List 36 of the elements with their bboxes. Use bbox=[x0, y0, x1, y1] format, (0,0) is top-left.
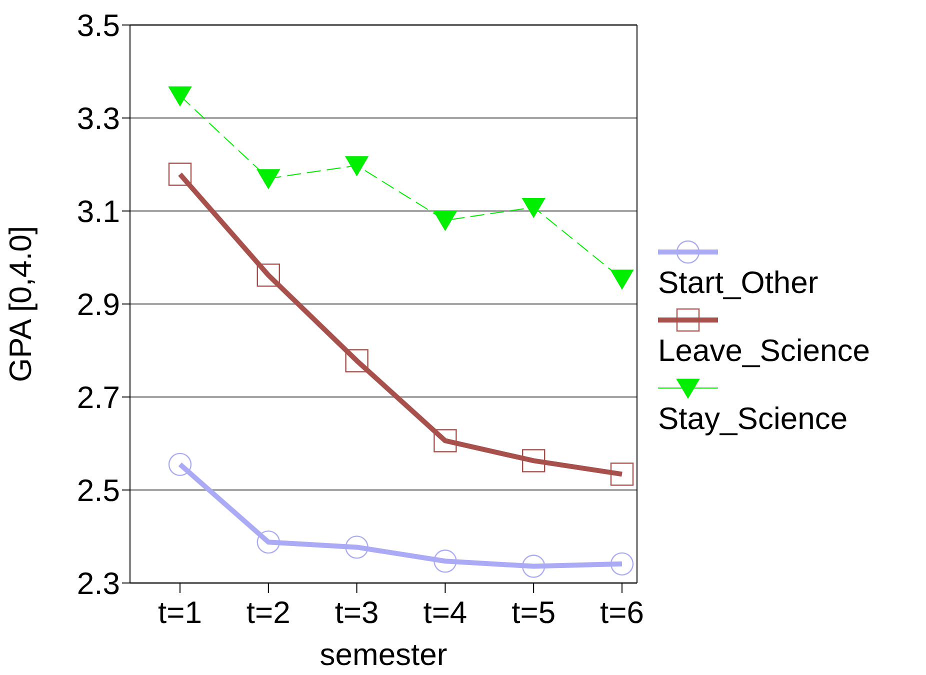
x-tick-label: t=3 bbox=[334, 595, 379, 630]
x-tick-label: t=1 bbox=[158, 595, 202, 630]
y-tick-label: 2.5 bbox=[76, 473, 120, 508]
y-tick-label: 2.7 bbox=[76, 380, 120, 416]
x-tick-label: t=5 bbox=[512, 595, 556, 630]
y-tick-label: 3.5 bbox=[76, 8, 120, 44]
point bbox=[522, 554, 546, 578]
x-axis-title: semester bbox=[320, 637, 448, 672]
y-tick-label: 3.3 bbox=[76, 101, 120, 136]
point bbox=[345, 156, 368, 176]
x-tick-label: t=2 bbox=[246, 595, 290, 630]
point bbox=[522, 449, 546, 472]
y-axis-title: GPA [0,4.0] bbox=[3, 226, 38, 382]
legend-label: Start_Other bbox=[658, 264, 818, 300]
point bbox=[434, 550, 457, 573]
point bbox=[610, 462, 634, 486]
point bbox=[168, 162, 192, 186]
point bbox=[434, 429, 457, 452]
y-tick-label: 3.1 bbox=[76, 194, 120, 230]
point bbox=[256, 530, 280, 554]
y-tick-label: 2.9 bbox=[76, 287, 120, 322]
point bbox=[168, 452, 192, 476]
point bbox=[256, 264, 280, 287]
point bbox=[610, 552, 634, 576]
point bbox=[168, 86, 192, 106]
point bbox=[522, 198, 546, 218]
point bbox=[345, 536, 368, 559]
legend-label: Stay_Science bbox=[658, 400, 848, 436]
legend-label: Leave_Science bbox=[658, 332, 870, 368]
point bbox=[610, 270, 634, 290]
x-tick-label: t=6 bbox=[600, 595, 644, 630]
x-tick-label: t=4 bbox=[423, 595, 468, 630]
point bbox=[345, 349, 368, 372]
point bbox=[256, 169, 280, 189]
point bbox=[434, 211, 457, 231]
y-tick-label: 2.3 bbox=[76, 566, 120, 602]
